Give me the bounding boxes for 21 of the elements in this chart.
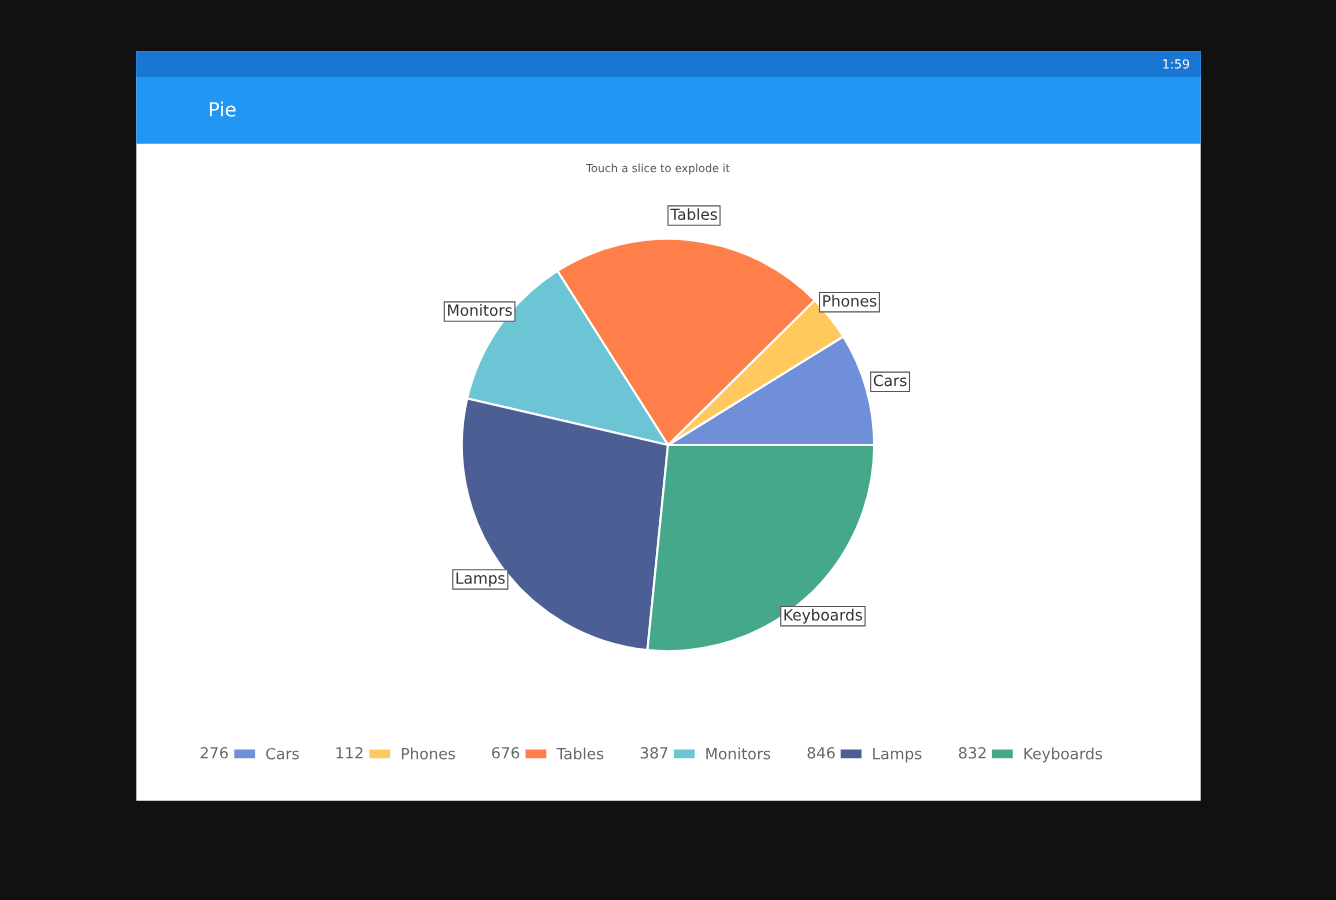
legend-label: Tables [556, 747, 604, 760]
data-label: 676 [492, 747, 520, 759]
text: 1:59 [1163, 59, 1190, 69]
data-label: 112 [336, 747, 363, 759]
chart-title: Pie [209, 101, 236, 117]
data-label: 387 [640, 747, 668, 759]
chart-subtitle: Touch a slice to explode it [586, 163, 730, 175]
slice-label: Phones [823, 294, 877, 307]
slice-label: Lamps [456, 572, 505, 587]
slice-label: Cars [873, 374, 907, 387]
slice-label: Monitors [448, 304, 512, 316]
data-label: 846 [807, 747, 835, 759]
legend-label: Phones [401, 747, 455, 760]
legend-label: Lamps [873, 748, 922, 763]
slice-label: Keyboards [784, 608, 863, 624]
data-label: 832 [958, 747, 986, 759]
legend-label: Keyboards [1024, 747, 1102, 763]
data-label: 276 [200, 747, 228, 759]
legend-label: Monitors [706, 747, 771, 760]
slice-label: Tables [670, 208, 718, 221]
legend-label: Cars [266, 747, 299, 760]
